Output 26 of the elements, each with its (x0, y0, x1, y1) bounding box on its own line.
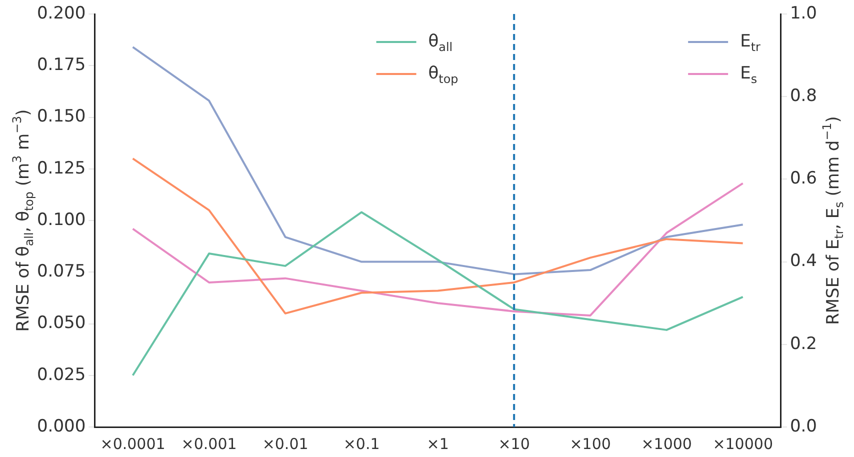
x-tick-label: ×0.0001 (100, 434, 166, 453)
y2-tick-label: 0.6 (790, 168, 818, 189)
y-tick-label: 0.200 (36, 3, 86, 24)
y-tick-label: 0.050 (36, 313, 86, 334)
y-tick-label: 0.175 (36, 55, 86, 76)
y2-tick-label: 1.0 (790, 3, 818, 24)
y-tick-label: 0.000 (36, 416, 86, 436)
y2-tick-label: 0.0 (790, 416, 818, 436)
y-tick-label: 0.150 (36, 106, 86, 127)
y2-axis-title: RMSE of Etr, Es (mm d−1) (820, 116, 846, 325)
y2-tick-label: 0.8 (790, 86, 818, 106)
x-tick-label: ×1 (426, 434, 449, 453)
y2-tick-label: 0.4 (790, 251, 818, 272)
x-tick-label: ×0.1 (343, 434, 380, 453)
x-tick-label: ×1000 (641, 434, 692, 453)
x-tick-label: ×0.001 (181, 434, 237, 453)
x-tick-label: ×100 (570, 434, 611, 453)
y-tick-label: 0.100 (36, 210, 86, 230)
y-tick-label: 0.125 (36, 158, 86, 178)
x-tick-label: ×0.01 (262, 434, 308, 453)
x-tick-label: ×10 (498, 434, 530, 453)
y2-tick-label: 0.2 (790, 334, 818, 354)
y-tick-label: 0.025 (36, 364, 86, 385)
y-tick-label: 0.075 (36, 262, 86, 282)
x-tick-label: ×10000 (712, 434, 773, 453)
text: RMSE of θall, θtop (m3 m−3) (10, 109, 36, 332)
